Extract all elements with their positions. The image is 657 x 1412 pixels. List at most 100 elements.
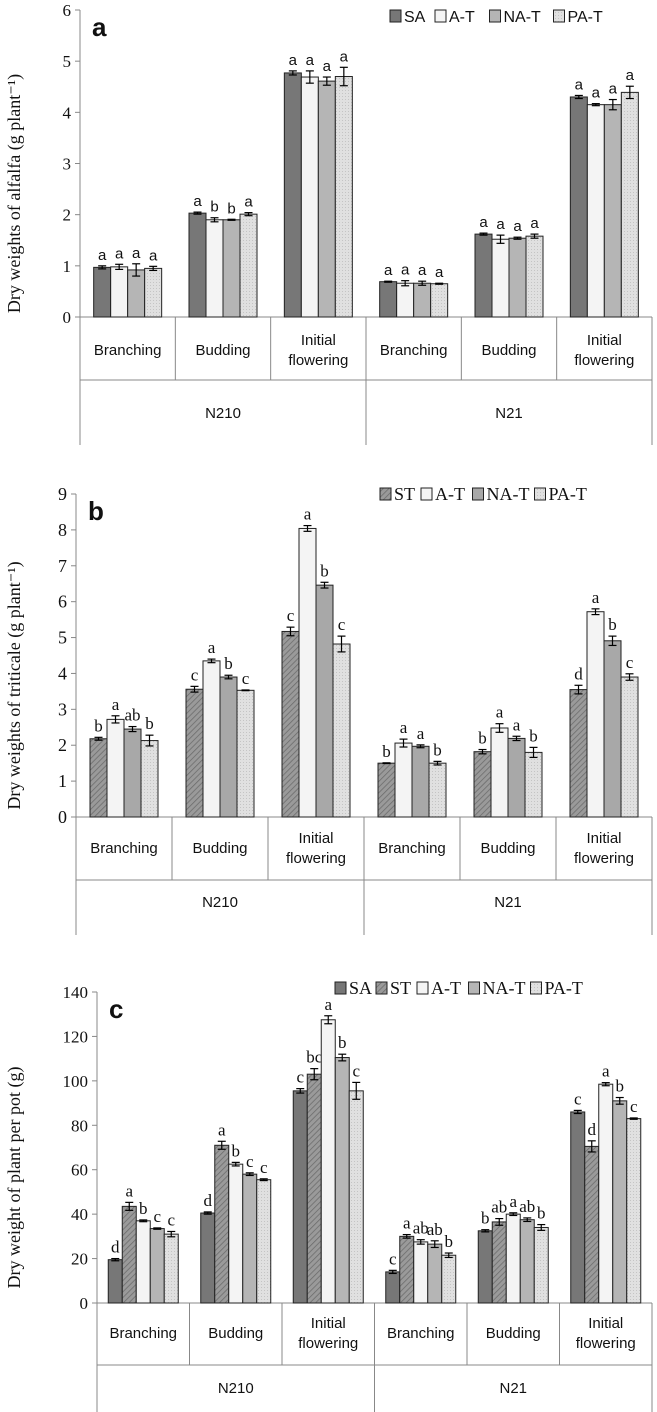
- legend: ST A-T NA-T PA-T: [379, 484, 587, 504]
- legend: SA ST A-T NA-T PA-T: [334, 978, 583, 998]
- bar-a-t: [106, 718, 125, 818]
- y-axis-title: Dry weights of triticale (g plant⁻¹): [4, 561, 25, 809]
- legend-label: SA: [404, 9, 426, 26]
- y-tick-label: 0: [80, 1294, 89, 1313]
- bar-st: [473, 751, 492, 818]
- legend-label: A-T: [449, 9, 475, 26]
- bar-sa: [474, 233, 493, 318]
- bar-a-t: [205, 219, 224, 318]
- legend-label: NA-T: [483, 978, 526, 998]
- bar-pa-t: [620, 676, 639, 818]
- x-category-label-line: Initial: [311, 1315, 346, 1332]
- y-tick-label: 8: [58, 520, 67, 540]
- bar-pa-t: [620, 91, 639, 318]
- significance-letter: ab: [491, 1198, 507, 1217]
- bar-pa-t: [430, 283, 449, 318]
- y-tick-label: 0: [58, 807, 67, 827]
- bar-a-t: [490, 727, 509, 818]
- x-category-label: Budding: [192, 840, 247, 857]
- y-tick-label: 6: [63, 1, 72, 20]
- significance-letter: b: [481, 1209, 490, 1228]
- legend-label: PA-T: [568, 9, 603, 26]
- x-category-label-line: flowering: [576, 1335, 636, 1352]
- bar-a-t: [298, 527, 317, 818]
- x-category-label-line: Initial: [298, 830, 333, 847]
- y-tick-label: 3: [63, 155, 72, 174]
- bar-a-t: [202, 660, 221, 818]
- bar-na-t: [413, 282, 432, 318]
- y-axis-title: Dry weight of plant per pot (g): [4, 1067, 25, 1289]
- significance-letter: c: [626, 653, 634, 672]
- bar-na-t: [123, 728, 142, 818]
- legend-label: PA-T: [545, 978, 583, 998]
- legend-swatch-na-t: [468, 981, 480, 995]
- significance-letter: ab: [124, 706, 140, 725]
- bar-a-t: [586, 104, 605, 318]
- panel-label: c: [109, 994, 123, 1024]
- chart-panel-b: 0 1 2 3 4 5 6 7 8 9 Dry weights of triticale (g pl…: [4, 484, 653, 935]
- chart-panel-a: 0 1 2 3 4 5 6 Dry weights of alfalfa (g plant⁻¹…: [4, 1, 653, 445]
- x-category-label: Initial flowering: [574, 830, 634, 867]
- significance-letter: c: [389, 1249, 397, 1268]
- significance-letter: a: [324, 995, 332, 1014]
- significance-letter: a: [244, 194, 253, 211]
- bar-na-t: [603, 640, 622, 818]
- significance-letter: d: [111, 1238, 120, 1257]
- bar-st: [121, 1205, 137, 1304]
- significance-letter: c: [153, 1207, 161, 1226]
- bar-sa: [107, 1259, 123, 1304]
- x-category-label: Branching: [90, 840, 158, 857]
- bar-na-t: [507, 737, 526, 818]
- x-category-label: Budding: [480, 840, 535, 857]
- bar-sa: [569, 96, 588, 318]
- significance-letter: a: [513, 218, 522, 235]
- bar-na-t: [219, 676, 238, 818]
- bar-pa-t: [626, 1118, 642, 1304]
- y-tick-label: 9: [58, 484, 67, 504]
- y-tick-label: 120: [63, 1027, 89, 1046]
- legend-swatch-a-t: [434, 9, 447, 23]
- significance-letter: ab: [413, 1219, 429, 1238]
- bar-a-t: [505, 1213, 521, 1304]
- x-group-label: N210: [205, 405, 241, 422]
- significance-letter: a: [496, 216, 505, 233]
- bar-na-t: [149, 1228, 165, 1304]
- bar-na-t: [222, 219, 241, 318]
- significance-letter: a: [592, 588, 600, 607]
- bar-st: [214, 1144, 230, 1304]
- bar-a-t: [586, 611, 605, 818]
- bar-pa-t: [163, 1233, 179, 1304]
- significance-letter: ab: [519, 1197, 535, 1216]
- significance-letter: c: [630, 1097, 638, 1116]
- significance-letter: b: [320, 561, 329, 580]
- bar-na-t: [612, 1100, 628, 1304]
- significance-letter: b: [478, 729, 487, 748]
- significance-letter: a: [218, 1120, 226, 1139]
- x-category-label: Initial flowering: [298, 1315, 358, 1352]
- significance-letter: a: [592, 85, 601, 102]
- significance-letter: a: [132, 245, 141, 262]
- significance-letter: b: [210, 199, 218, 216]
- legend-swatch-pa-t: [553, 9, 565, 23]
- significance-letter: b: [145, 714, 154, 733]
- significance-letter: a: [479, 214, 488, 231]
- bar-sa: [93, 266, 112, 318]
- significance-letter: c: [338, 615, 346, 634]
- legend-swatch-a-t: [416, 981, 429, 995]
- bar-a-t: [135, 1220, 151, 1304]
- bar-a-t: [491, 238, 510, 318]
- x-category-label-line: flowering: [298, 1335, 358, 1352]
- legend-label: A-T: [435, 484, 465, 504]
- x-category-label-line: flowering: [288, 352, 348, 369]
- significance-letter: b: [232, 1141, 241, 1160]
- significance-letter: b: [227, 200, 235, 217]
- bar-st: [377, 762, 396, 818]
- x-group-label: N21: [494, 894, 522, 911]
- significance-letter: b: [537, 1204, 546, 1223]
- legend-label: PA-T: [549, 484, 587, 504]
- legend-swatch-sa: [389, 9, 402, 23]
- significance-letter: c: [296, 1068, 304, 1087]
- y-tick-label: 60: [71, 1161, 88, 1180]
- significance-letter: c: [574, 1089, 582, 1108]
- significance-letter: b: [94, 716, 103, 735]
